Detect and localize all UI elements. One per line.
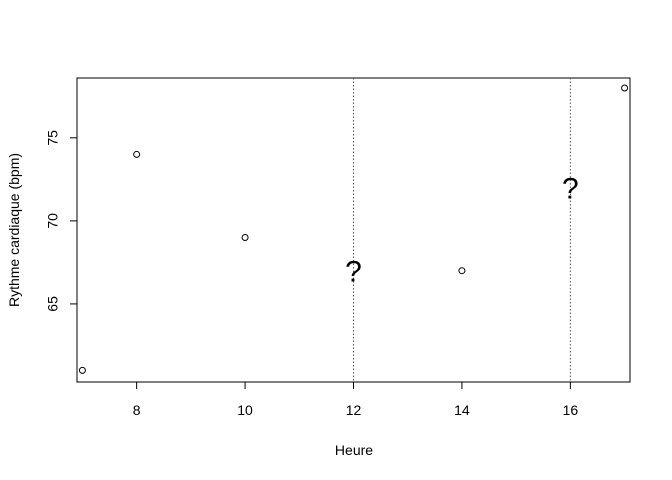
annotation-0: ? bbox=[345, 256, 362, 289]
x-axis-label: Heure bbox=[335, 442, 373, 458]
annotation-1: ? bbox=[562, 173, 579, 206]
data-point-2 bbox=[241, 233, 249, 241]
y-axis: 65 70 75 bbox=[45, 130, 78, 312]
y-tick-label-2: 75 bbox=[45, 130, 61, 146]
data-points bbox=[78, 84, 629, 374]
vertical-lines bbox=[353, 78, 571, 382]
data-point-0 bbox=[78, 366, 86, 374]
data-point-3 bbox=[458, 267, 466, 275]
y-axis-label: Rythme cardiaque (bpm) bbox=[6, 153, 22, 307]
annotations: ?? bbox=[345, 173, 579, 289]
x-tick-label-2: 12 bbox=[346, 402, 362, 418]
x-axis: 8 10 12 14 16 bbox=[133, 381, 579, 418]
data-point-1 bbox=[133, 150, 141, 158]
x-tick-label-1: 10 bbox=[237, 402, 253, 418]
x-tick-label-3: 14 bbox=[454, 402, 470, 418]
data-point-4 bbox=[621, 84, 629, 92]
x-tick-label-0: 8 bbox=[133, 402, 141, 418]
y-tick-label-1: 70 bbox=[45, 213, 61, 229]
y-tick-label-0: 65 bbox=[45, 296, 61, 312]
x-tick-label-4: 16 bbox=[563, 402, 579, 418]
